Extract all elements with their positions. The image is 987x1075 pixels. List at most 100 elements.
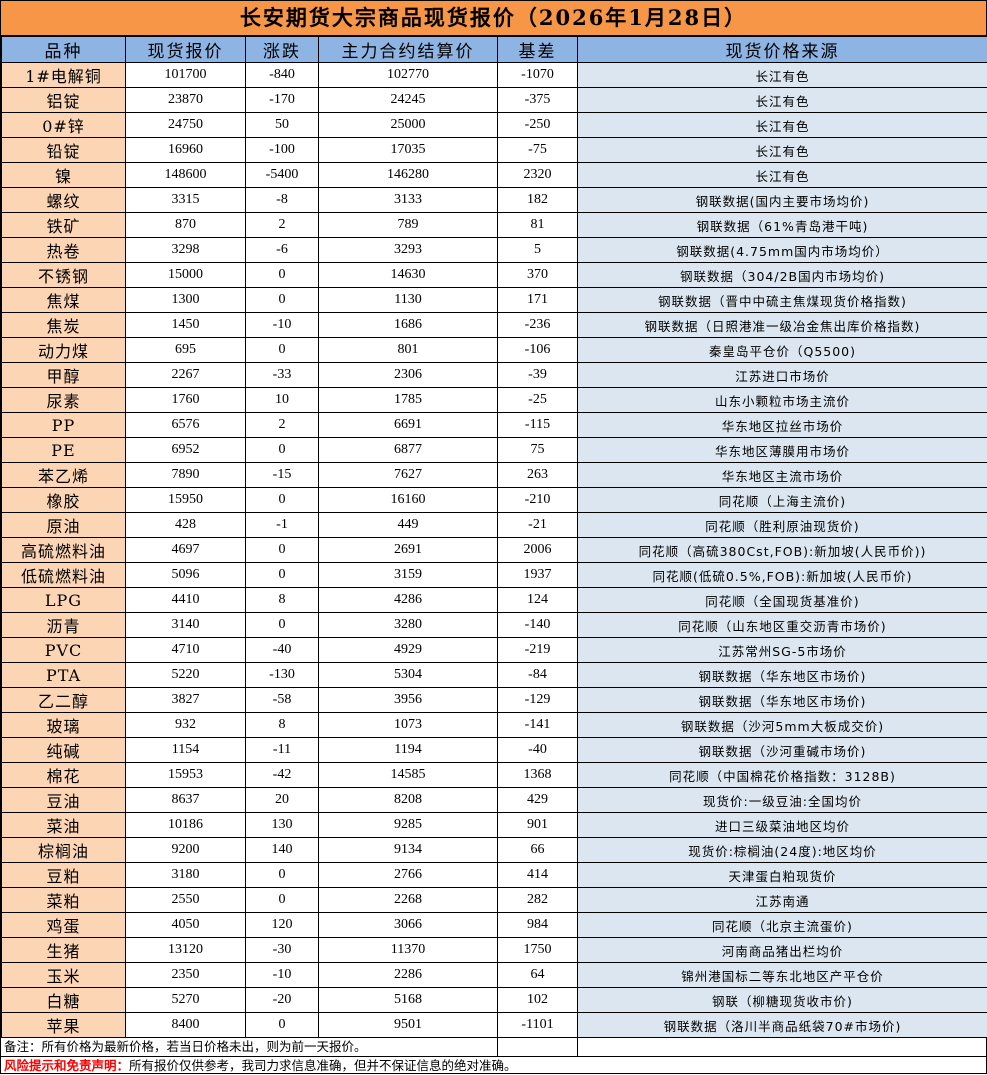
cell-change: 0 xyxy=(246,488,319,513)
cell-change: 0 xyxy=(246,538,319,563)
cell-spot-price: 8400 xyxy=(126,1013,246,1038)
cell-source: 秦皇岛平仓价（Q5500) xyxy=(578,338,987,363)
cell-source: 长江有色 xyxy=(578,138,987,163)
cell-change: 50 xyxy=(246,113,319,138)
cell-basis: -40 xyxy=(498,738,578,763)
cell-basis: -1070 xyxy=(498,63,578,88)
cell-change: 0 xyxy=(246,563,319,588)
cell-spot-price: 1760 xyxy=(126,388,246,413)
cell-product: PTA xyxy=(2,663,126,688)
cell-settlement-price: 6877 xyxy=(319,438,498,463)
cell-settlement-price: 8208 xyxy=(319,788,498,813)
cell-spot-price: 24750 xyxy=(126,113,246,138)
cell-spot-price: 2267 xyxy=(126,363,246,388)
cell-spot-price: 5096 xyxy=(126,563,246,588)
cell-basis: 5 xyxy=(498,238,578,263)
cell-basis: -236 xyxy=(498,313,578,338)
cell-source: 长江有色 xyxy=(578,63,987,88)
cell-product: 原油 xyxy=(2,513,126,538)
cell-basis: -140 xyxy=(498,613,578,638)
cell-change: -6 xyxy=(246,238,319,263)
cell-settlement-price: 1686 xyxy=(319,313,498,338)
cell-settlement-price: 2766 xyxy=(319,863,498,888)
cell-spot-price: 1154 xyxy=(126,738,246,763)
cell-product: 热卷 xyxy=(2,238,126,263)
cell-source: 江苏常州SG-5市场价 xyxy=(578,638,987,663)
cell-change: -5400 xyxy=(246,163,319,188)
cell-source: 钢联数据（晋中中硫主焦煤现货价格指数) xyxy=(578,288,987,313)
cell-source: 同花顺（高硫380Cst,FOB):新加坡(人民币价)) xyxy=(578,538,987,563)
cell-basis: -1101 xyxy=(498,1013,578,1038)
cell-source: 进口三级菜油地区均价 xyxy=(578,813,987,838)
cell-basis: 429 xyxy=(498,788,578,813)
cell-spot-price: 101700 xyxy=(126,63,246,88)
cell-product: 豆粕 xyxy=(2,863,126,888)
cell-basis: 102 xyxy=(498,988,578,1013)
cell-change: -20 xyxy=(246,988,319,1013)
cell-change: -58 xyxy=(246,688,319,713)
cell-settlement-price: 2306 xyxy=(319,363,498,388)
cell-source: 江苏进口市场价 xyxy=(578,363,987,388)
cell-basis: 66 xyxy=(498,838,578,863)
cell-settlement-price: 6691 xyxy=(319,413,498,438)
header-row: 品种现货报价涨跌主力合约结算价基差现货价格来源 xyxy=(2,37,987,63)
cell-spot-price: 148600 xyxy=(126,163,246,188)
cell-change: 2 xyxy=(246,413,319,438)
cell-basis: -210 xyxy=(498,488,578,513)
cell-spot-price: 4050 xyxy=(126,913,246,938)
cell-product: PVC xyxy=(2,638,126,663)
cell-source: 天津蛋白粕现货价 xyxy=(578,863,987,888)
cell-change: 0 xyxy=(246,863,319,888)
cell-settlement-price: 102770 xyxy=(319,63,498,88)
cell-spot-price: 932 xyxy=(126,713,246,738)
cell-change: 8 xyxy=(246,588,319,613)
cell-change: 0 xyxy=(246,288,319,313)
cell-basis: 171 xyxy=(498,288,578,313)
cell-settlement-price: 16160 xyxy=(319,488,498,513)
cell-settlement-price: 24245 xyxy=(319,88,498,113)
cell-spot-price: 428 xyxy=(126,513,246,538)
cell-settlement-price: 2268 xyxy=(319,888,498,913)
cell-basis: -219 xyxy=(498,638,578,663)
cell-spot-price: 695 xyxy=(126,338,246,363)
cell-basis: 64 xyxy=(498,963,578,988)
cell-change: -33 xyxy=(246,363,319,388)
cell-spot-price: 3298 xyxy=(126,238,246,263)
cell-product: 鸡蛋 xyxy=(2,913,126,938)
cell-change: 0 xyxy=(246,263,319,288)
cell-basis: 124 xyxy=(498,588,578,613)
cell-source: 钢联数据（洛川半商品纸袋70#市场价) xyxy=(578,1013,987,1038)
cell-settlement-price: 9134 xyxy=(319,838,498,863)
cell-source: 钢联（柳糖现货收市价) xyxy=(578,988,987,1013)
cell-product: PP xyxy=(2,413,126,438)
note-row: 备注：所有价格为最新价格，若当日价格未出，则为前一天报价。 xyxy=(1,1038,986,1057)
cell-product: 棉花 xyxy=(2,763,126,788)
cell-change: 2 xyxy=(246,213,319,238)
cell-spot-price: 3140 xyxy=(126,613,246,638)
cell-product: 纯碱 xyxy=(2,738,126,763)
cell-change: 0 xyxy=(246,1013,319,1038)
cell-spot-price: 9200 xyxy=(126,838,246,863)
cell-basis: 901 xyxy=(498,813,578,838)
